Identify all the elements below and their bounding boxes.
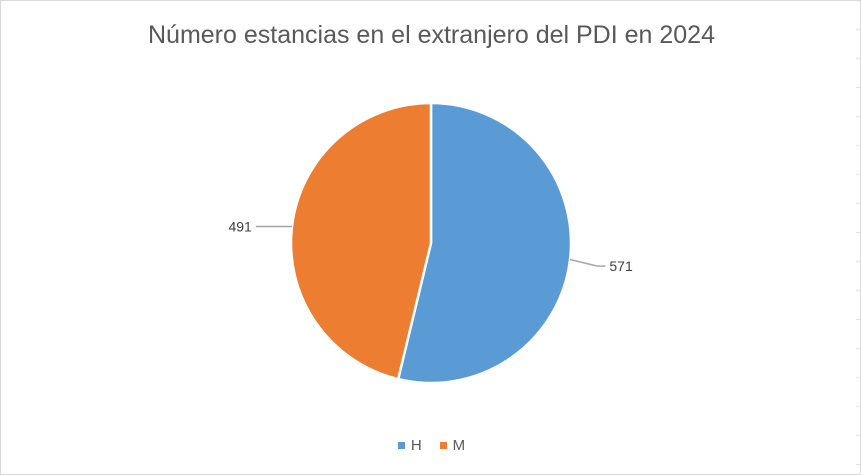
legend: H M xyxy=(1,437,860,454)
leader-line-h xyxy=(569,258,606,267)
legend-entry-m: M xyxy=(439,437,466,454)
legend-label-m: M xyxy=(452,437,466,454)
chart-title: Número estancias en el extranjero del PD… xyxy=(148,21,715,49)
legend-entry-h: H xyxy=(397,437,422,454)
slice-h xyxy=(396,101,573,385)
sheet-gridlines xyxy=(856,1,860,474)
data-label-h: 571 xyxy=(609,258,633,274)
legend-swatch-m xyxy=(439,442,447,449)
legend-label-h: H xyxy=(410,437,422,454)
data-label-m: 491 xyxy=(228,219,252,235)
legend-swatch-h xyxy=(397,442,405,449)
